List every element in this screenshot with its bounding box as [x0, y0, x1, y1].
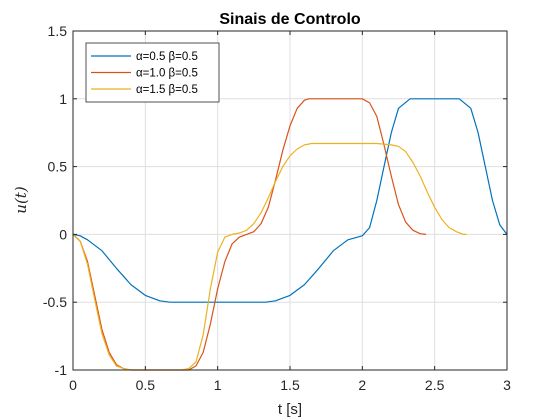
x-axis-label: t [s]	[278, 401, 302, 418]
x-tick-label: 0	[69, 377, 77, 393]
y-axis-label: u(t)	[12, 186, 30, 214]
x-tick-label: 1	[214, 377, 222, 393]
y-tick-label: 0.5	[48, 159, 68, 175]
y-tick-label: -1	[55, 362, 68, 378]
x-tick-label: 2.5	[425, 377, 445, 393]
series-layer	[72, 98, 508, 371]
x-tick-label: 3	[503, 377, 511, 393]
chart-title: Sinais de Controlo	[219, 11, 361, 28]
series-line-2	[72, 98, 427, 371]
x-tick-label: 0.5	[136, 377, 156, 393]
x-tick-label: 1.5	[280, 377, 300, 393]
y-tick-label: 1.5	[48, 23, 68, 39]
series-line-3	[72, 142, 467, 371]
x-tick-label: 2	[358, 377, 366, 393]
series-line-1	[72, 98, 508, 303]
ticks: 0 0.5 1 1.5 2 2.5 3 -1 -0.5 0 0.5 1 1.5	[43, 23, 511, 393]
legend: α=0.5 β=0.5 α=1.0 β=0.5 α=1.5 β=0.5	[85, 42, 220, 103]
y-tick-label: 1	[59, 91, 67, 107]
legend-label-3: α=1.5 β=0.5	[136, 84, 198, 96]
legend-label-2: α=1.0 β=0.5	[136, 68, 198, 80]
y-tick-label: 0	[59, 226, 67, 242]
y-tick-label: -0.5	[43, 294, 67, 310]
legend-label-1: α=0.5 β=0.5	[136, 51, 198, 63]
